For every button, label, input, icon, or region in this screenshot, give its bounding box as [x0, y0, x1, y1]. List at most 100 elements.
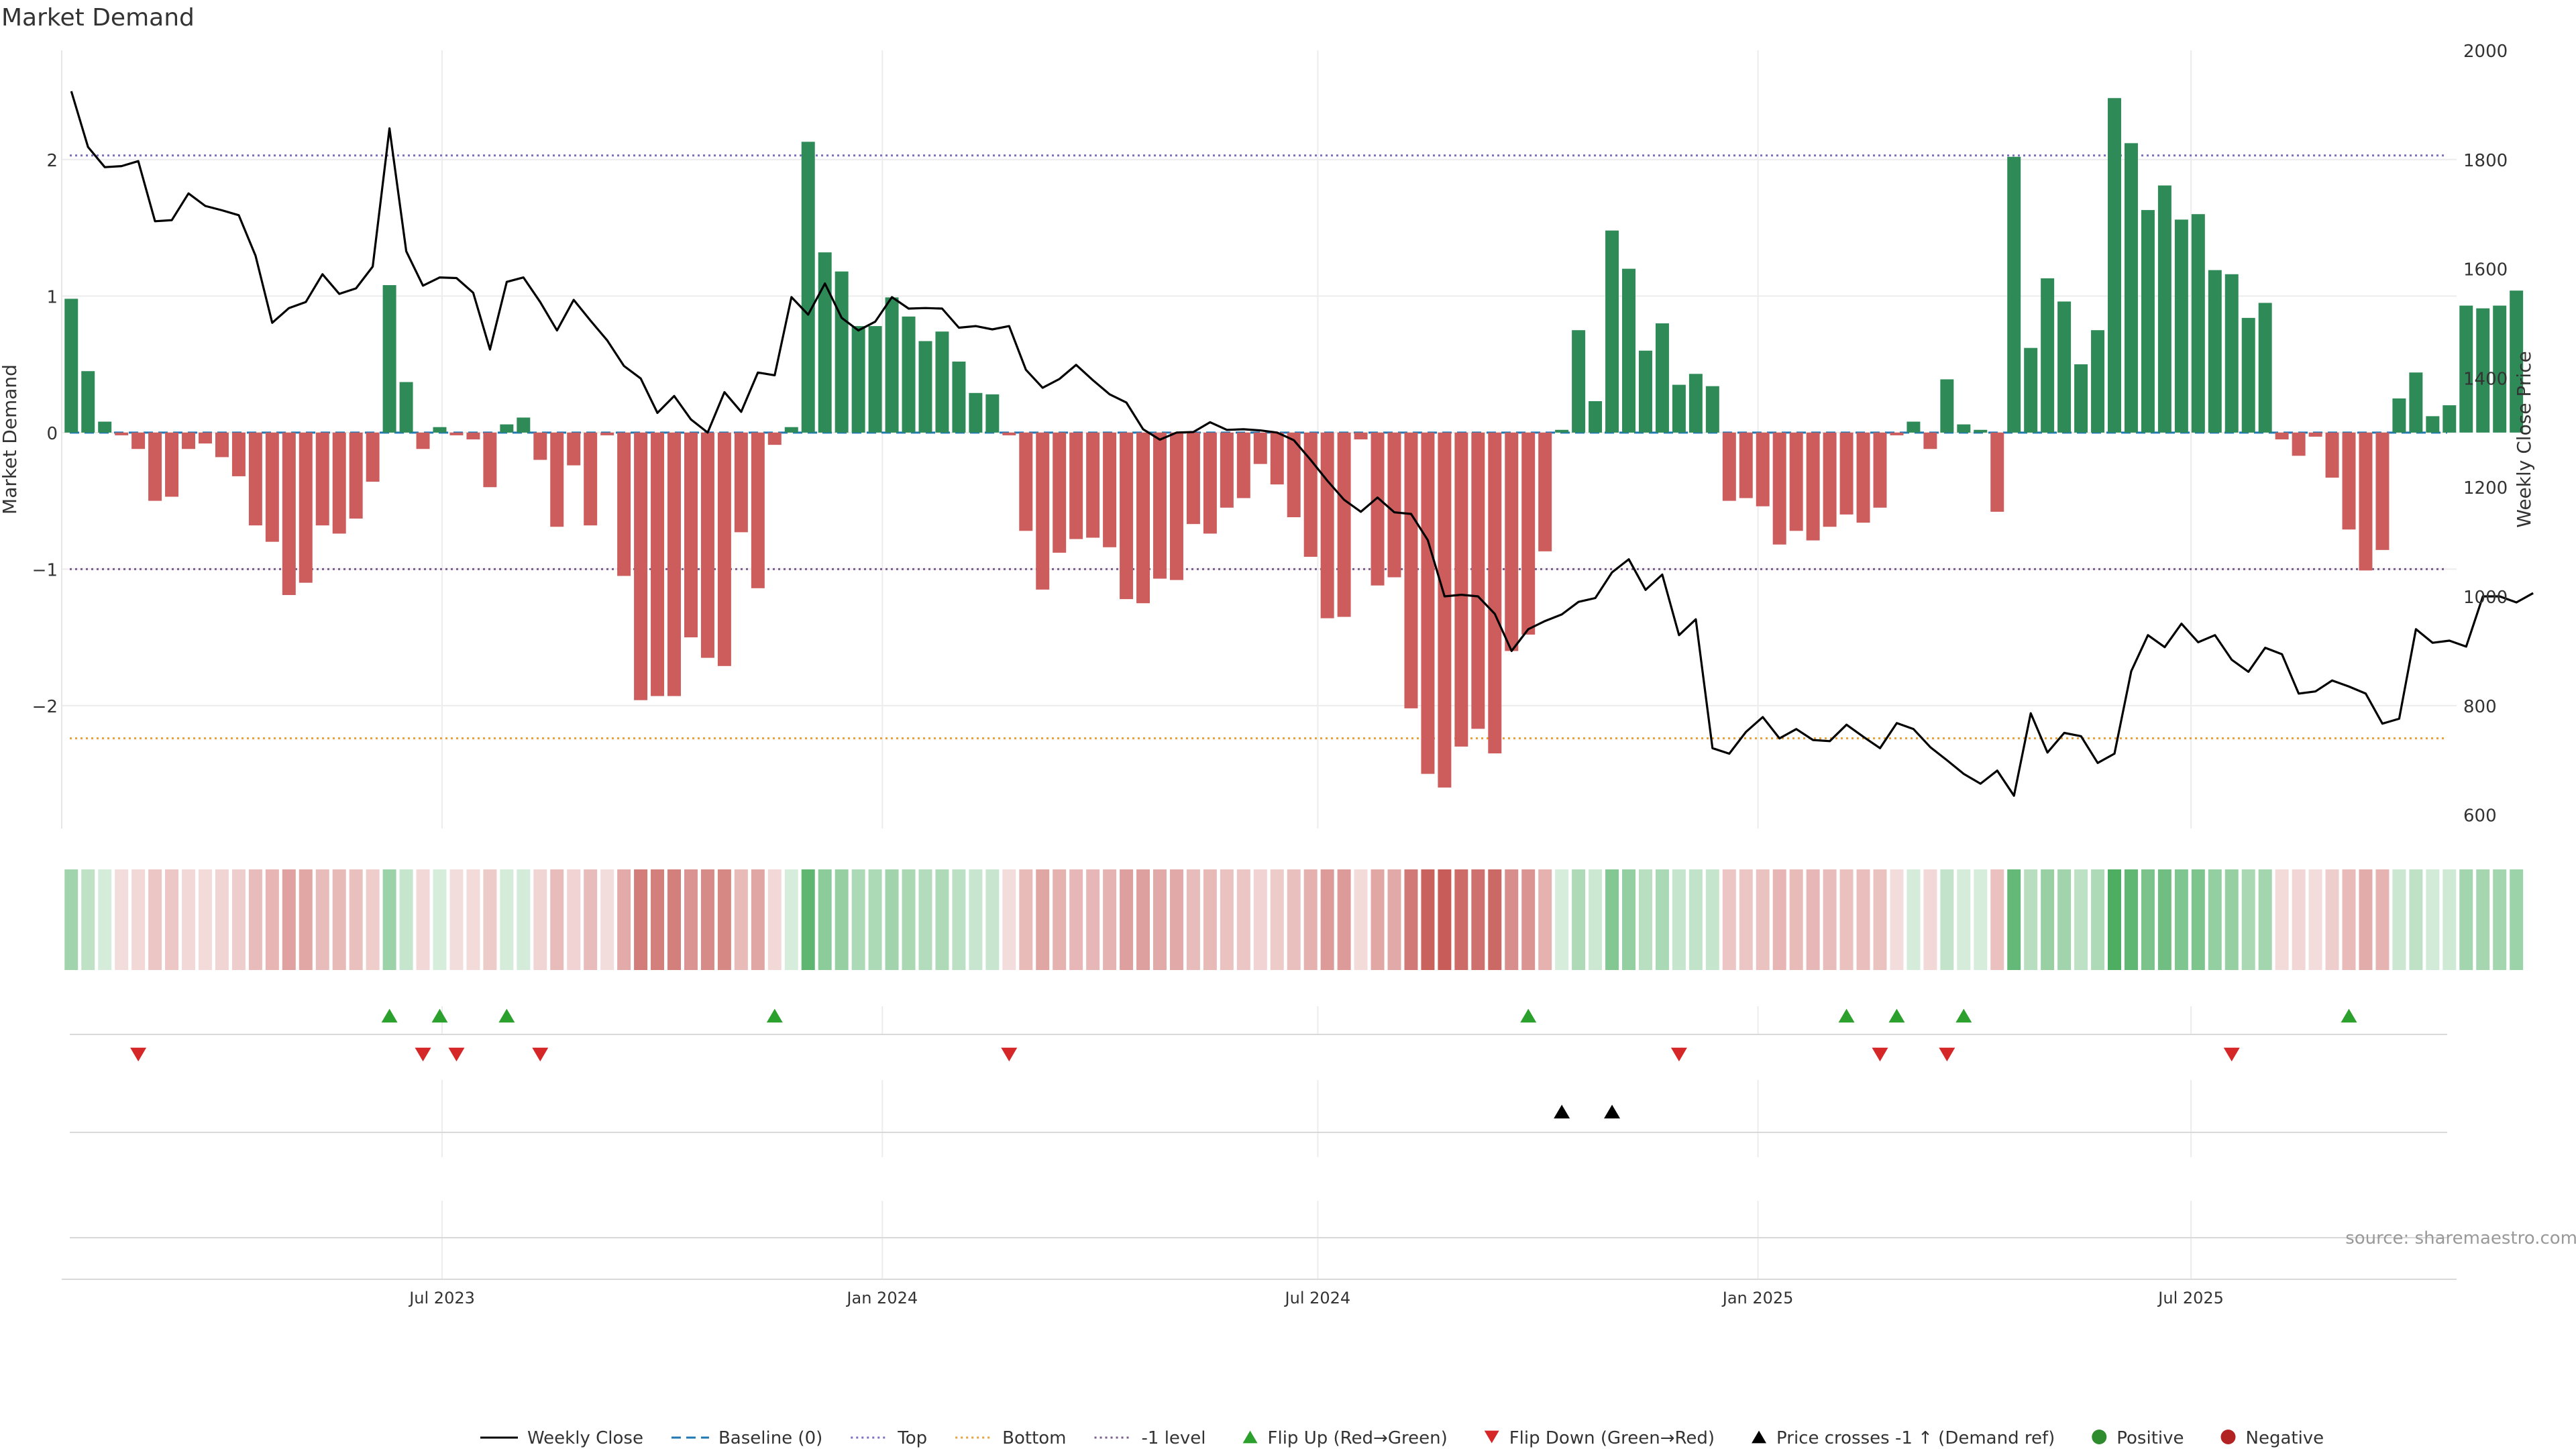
demand-bar — [483, 432, 497, 488]
heat-cell — [1287, 869, 1301, 970]
demand-bar — [734, 432, 748, 533]
demand-bar — [2191, 214, 2205, 433]
heat-cell — [1270, 869, 1284, 970]
heat-cell — [1940, 869, 1954, 970]
legend-item: Bottom — [955, 1428, 1067, 1448]
demand-bar — [717, 432, 731, 666]
legend-label: -1 level — [1142, 1428, 1206, 1448]
demand-bar — [1873, 432, 1887, 508]
heat-cell — [600, 869, 614, 970]
heat-cell — [1990, 869, 2004, 970]
y-tick-label: 1 — [46, 287, 58, 307]
demand-bar — [1907, 421, 1921, 433]
heat-cell — [98, 869, 112, 970]
demand-bar — [81, 371, 95, 433]
heat-cell — [382, 869, 396, 970]
heat-cell — [1890, 869, 1904, 970]
demand-bar — [2426, 416, 2440, 433]
heat-cell — [1236, 869, 1250, 970]
demand-bar — [64, 299, 78, 433]
heat-cell — [483, 869, 497, 970]
heat-cell — [1303, 869, 1318, 970]
x-tick-label: Jan 2024 — [845, 1289, 918, 1307]
demand-bar — [1203, 432, 1217, 534]
demand-bar — [667, 432, 681, 696]
heat-cell — [115, 869, 129, 970]
heat-cell — [182, 869, 196, 970]
heat-cell — [500, 869, 514, 970]
legend-swatch — [1242, 1430, 1258, 1444]
demand-bar — [1153, 432, 1167, 579]
heat-cell — [1974, 869, 1988, 970]
y-tick-label: −1 — [32, 560, 58, 580]
heat-cell — [2191, 869, 2205, 970]
y2-tick-label: 1000 — [2463, 588, 2508, 608]
heat-cell — [416, 869, 430, 970]
heat-cell — [1823, 869, 1837, 970]
heat-cell — [1856, 869, 1870, 970]
demand-bar — [1069, 432, 1083, 539]
heat-cell — [215, 869, 229, 970]
flip-down-marker — [1872, 1047, 1888, 1062]
demand-axis-ticks: −2 −1 0 1 2 — [32, 151, 58, 717]
demand-bar — [416, 432, 430, 449]
demand-bar — [399, 382, 413, 433]
demand-bar — [1220, 432, 1234, 508]
demand-bar — [1890, 432, 1904, 435]
heat-cell — [1186, 869, 1200, 970]
demand-bar — [182, 432, 196, 449]
legend-item: -1 level — [1094, 1428, 1206, 1448]
demand-bar — [1002, 432, 1016, 435]
flip-up-marker — [1838, 1008, 1855, 1023]
demand-bar — [801, 142, 815, 433]
heat-cell — [1153, 869, 1167, 970]
y2-tick-label: 1600 — [2463, 260, 2508, 280]
heat-cell — [81, 869, 95, 970]
demand-bar — [2091, 330, 2105, 433]
heat-cell — [1638, 869, 1652, 970]
heat-cell — [717, 869, 731, 970]
heat-cell — [1019, 869, 1033, 970]
demand-bar — [2325, 432, 2339, 478]
demand-bar — [2409, 372, 2423, 433]
demand-bar — [1990, 432, 2004, 512]
heat-cell — [1756, 869, 1770, 970]
demand-bar — [1320, 432, 1334, 619]
heat-cell — [1220, 869, 1234, 970]
heat-cell — [282, 869, 296, 970]
heat-cell — [1705, 869, 1719, 970]
flip-up-marker — [431, 1008, 448, 1023]
flip-down-marker — [1939, 1047, 1955, 1062]
demand-bar — [2108, 98, 2121, 433]
demand-bar — [818, 252, 832, 433]
demand-bar — [835, 271, 849, 433]
flip-up-marker — [2341, 1008, 2357, 1023]
flip-up-markers — [381, 1008, 2357, 1023]
heat-cell — [517, 869, 531, 970]
demand-bar — [199, 432, 212, 444]
heat-cell — [231, 869, 246, 970]
demand-bar — [684, 432, 698, 638]
heat-cell — [1387, 869, 1401, 970]
weekly-close-line — [70, 91, 2534, 797]
heat-cell — [1136, 869, 1150, 970]
demand-bar — [1270, 432, 1284, 485]
demand-bar — [1705, 386, 1719, 433]
demand-bar — [1638, 350, 1652, 433]
y-tick-label: 0 — [46, 424, 58, 444]
heat-cell — [1722, 869, 1736, 970]
demand-bar — [2124, 143, 2138, 433]
legend-label: Top — [897, 1428, 927, 1448]
heat-cell — [165, 869, 179, 970]
flip-up-marker — [766, 1008, 783, 1023]
demand-bar — [366, 432, 380, 482]
demand-bar — [617, 432, 631, 576]
heat-cell — [1521, 869, 1536, 970]
demand-bar — [131, 432, 146, 449]
demand-bar — [449, 432, 464, 435]
demand-bar — [1789, 432, 1803, 531]
flip-down-markers — [130, 1047, 2240, 1062]
demand-bar — [2157, 185, 2171, 433]
heat-cell — [1505, 869, 1519, 970]
demand-bar — [332, 432, 346, 534]
